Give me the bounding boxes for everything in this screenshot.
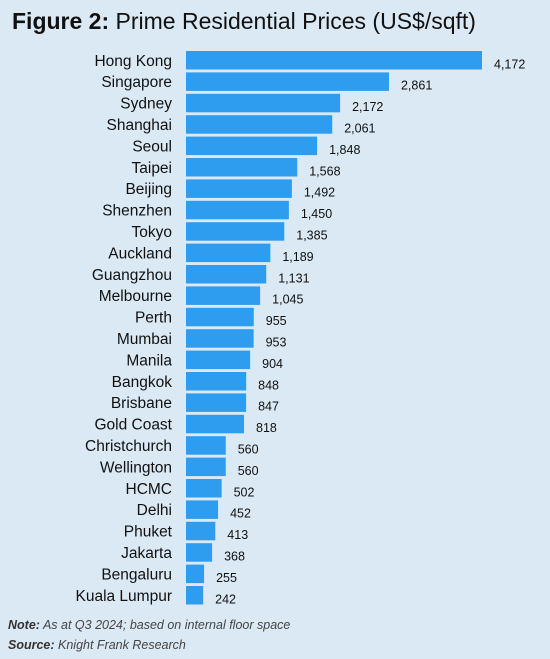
value-label: 242 [215, 592, 236, 606]
figure-label: Figure 2: [12, 8, 110, 34]
category-label: Jakarta [121, 545, 172, 562]
bar-singapore [186, 72, 389, 91]
category-label: Gold Coast [94, 417, 172, 434]
value-label: 1,568 [309, 164, 340, 178]
bar-gold-coast [186, 414, 245, 434]
bar-christchurch [186, 436, 226, 455]
value-label: 2,861 [401, 79, 432, 93]
bar-wellington [186, 457, 226, 477]
bar-kuala-lumpur [186, 586, 204, 605]
bar-seoul [186, 136, 318, 156]
value-label: 904 [262, 357, 283, 371]
value-label: 413 [227, 528, 248, 542]
value-label: 953 [266, 335, 287, 349]
category-label: Bangkok [112, 374, 173, 391]
note-label: Note: [8, 618, 40, 632]
bar-hong-kong [186, 51, 482, 70]
bar-delhi [186, 500, 219, 519]
bar-hcmc [186, 479, 222, 498]
bar-mumbai [186, 329, 254, 348]
value-label: 1,492 [304, 186, 335, 200]
value-label: 452 [230, 507, 251, 521]
source-label: Source: [8, 638, 55, 652]
category-label: Beijing [125, 181, 172, 198]
note-text: As at Q3 2024; based on internal floor s… [39, 618, 291, 632]
category-label: HCMC [126, 481, 173, 498]
bar-melbourne [186, 286, 261, 305]
category-label: Shenzhen [102, 203, 172, 220]
bar-bangkok [186, 372, 247, 391]
value-label: 1,385 [296, 228, 327, 242]
category-label: Sydney [120, 96, 172, 113]
bar-brisbane [186, 393, 247, 412]
value-label: 560 [238, 442, 259, 456]
category-label: Shanghai [106, 117, 172, 134]
value-label: 818 [256, 421, 277, 435]
value-label: 255 [216, 571, 237, 585]
chart-title: Figure 2: Prime Residential Prices (US$/… [12, 8, 476, 35]
bar-sydney [186, 93, 341, 113]
category-label: Seoul [132, 138, 172, 155]
chart-note: Note: As at Q3 2024; based on internal f… [8, 618, 290, 632]
bar-chart: Hong Kong 4,172 Singapore 2,861 Sydney 2,172 S… [75, 51, 525, 606]
bar-tokyo [186, 222, 285, 241]
value-label: 1,189 [282, 250, 313, 264]
bar-taipei [186, 158, 298, 177]
category-label: Bengaluru [101, 566, 172, 583]
category-label: Manila [126, 352, 172, 369]
value-label: 1,045 [272, 293, 303, 307]
category-label: Taipei [132, 160, 173, 177]
value-label: 2,172 [352, 100, 383, 114]
category-label: Auckland [108, 245, 172, 262]
bar-phuket [186, 521, 216, 541]
value-label: 1,848 [329, 143, 360, 157]
value-label: 560 [238, 464, 259, 478]
bar-guangzhou [186, 265, 267, 284]
chart-source: Source: Knight Frank Research [8, 638, 186, 652]
category-label: Delhi [137, 502, 172, 519]
value-label: 1,450 [301, 207, 332, 221]
value-label: 1,131 [278, 271, 309, 285]
bar-beijing [186, 179, 292, 198]
figure-title: Prime Residential Prices (US$/sqft) [115, 8, 476, 34]
value-label: 4,172 [494, 57, 525, 71]
category-label: Brisbane [111, 395, 172, 412]
value-label: 847 [258, 400, 279, 414]
category-label: Kuala Lumpur [75, 588, 172, 605]
bar-shenzhen [186, 200, 289, 220]
category-label: Wellington [100, 459, 172, 476]
category-label: Hong Kong [94, 53, 172, 70]
category-label: Guangzhou [92, 267, 172, 284]
category-label: Christchurch [85, 438, 172, 455]
value-label: 2,061 [344, 121, 375, 135]
category-label: Phuket [124, 524, 173, 541]
bar-shanghai [186, 115, 333, 134]
value-label: 368 [224, 549, 245, 563]
category-label: Melbourne [99, 288, 172, 305]
source-text: Knight Frank Research [54, 638, 186, 652]
bar-bengaluru [186, 564, 205, 584]
category-label: Perth [135, 310, 172, 327]
value-label: 848 [258, 378, 279, 392]
category-label: Mumbai [117, 331, 172, 348]
category-label: Singapore [101, 74, 172, 91]
bar-manila [186, 350, 251, 370]
bar-jakarta [186, 543, 213, 562]
value-label: 502 [234, 485, 255, 499]
bar-perth [186, 307, 254, 327]
bar-auckland [186, 243, 271, 263]
value-label: 955 [266, 314, 287, 328]
category-label: Tokyo [132, 224, 173, 241]
